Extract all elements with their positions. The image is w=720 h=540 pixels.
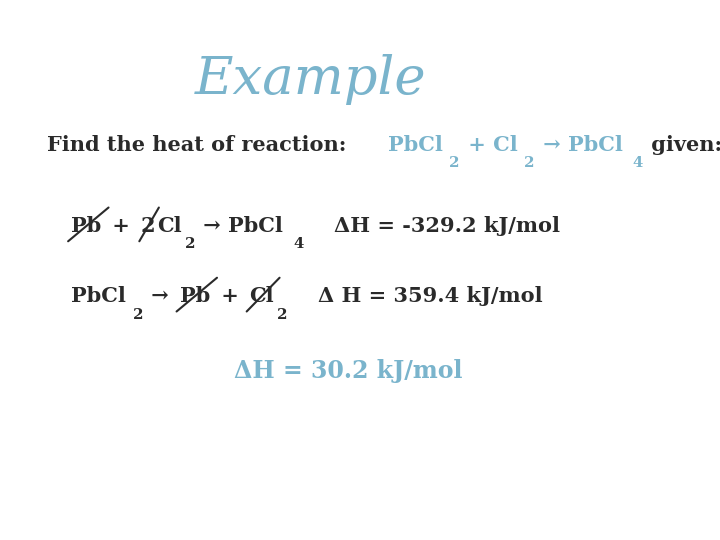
Text: +: + (105, 216, 138, 236)
Text: 2: 2 (277, 308, 287, 322)
Text: Find the heat of reaction:: Find the heat of reaction: (47, 135, 354, 155)
Text: 2: 2 (524, 157, 535, 171)
Text: →: → (144, 286, 176, 306)
Text: + Cl: + Cl (461, 135, 518, 155)
Text: 2: 2 (141, 216, 156, 236)
Text: Example: Example (195, 54, 426, 105)
Text: → PbCl: → PbCl (536, 135, 623, 155)
Text: → PbCl: → PbCl (197, 216, 283, 236)
Text: PbCl: PbCl (388, 135, 443, 155)
Text: Cl: Cl (249, 286, 274, 306)
Text: given:: given: (644, 135, 720, 155)
Text: 2: 2 (184, 238, 195, 252)
Text: 4: 4 (293, 238, 304, 252)
FancyBboxPatch shape (0, 0, 625, 540)
Text: 2: 2 (132, 308, 143, 322)
Text: Pb: Pb (71, 216, 102, 236)
Text: Δ H = 359.4 kJ/mol: Δ H = 359.4 kJ/mol (289, 286, 542, 306)
Text: 4: 4 (633, 157, 643, 171)
Text: ΔH = -329.2 kJ/mol: ΔH = -329.2 kJ/mol (305, 216, 559, 236)
Text: Cl: Cl (157, 216, 182, 236)
Text: PbCl: PbCl (71, 286, 126, 306)
Text: 2: 2 (449, 157, 460, 171)
Text: Pb: Pb (180, 286, 210, 306)
Text: ΔH = 30.2 kJ/mol: ΔH = 30.2 kJ/mol (234, 359, 462, 383)
Text: +: + (214, 286, 246, 306)
